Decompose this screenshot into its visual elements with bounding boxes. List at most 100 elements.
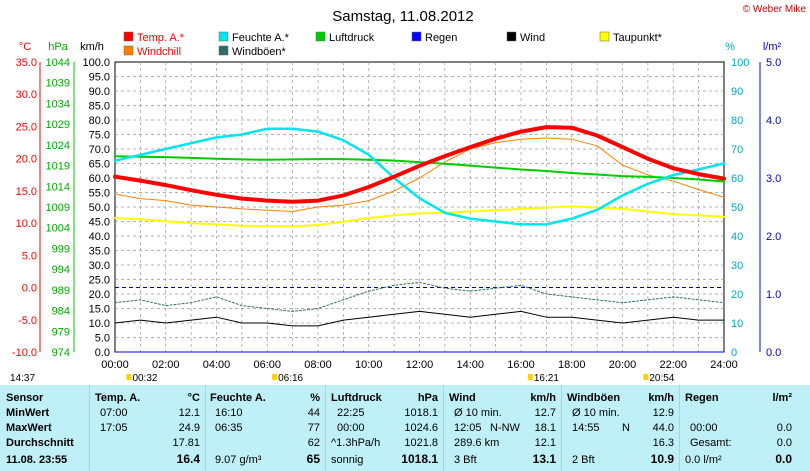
wind-tick-17: 15.0 <box>89 304 110 316</box>
gust-unit: km/h <box>648 392 674 404</box>
humidity-tick-7: 30 <box>731 260 743 272</box>
wind-unit: km/h <box>530 392 556 404</box>
humidity-tick-10: 0 <box>731 347 737 359</box>
humidity-avg: 62 <box>307 437 320 449</box>
temp-tick-0: 35.0 <box>16 57 37 69</box>
marker-flag-3 <box>527 374 533 380</box>
rain-tick-2: 3.0 <box>766 173 781 185</box>
legend: Temp. A.* Feuchte A.* Luftdruck Regen Wind Ta… <box>123 31 663 58</box>
wind-tick-7: 65.0 <box>89 159 110 171</box>
wind-max-direction: N-NW <box>490 422 520 434</box>
axis-unit-labels: °C hPa km/h% l/m² <box>19 41 782 53</box>
legend-swatch-7 <box>218 45 229 56</box>
rain-current: 0.0 <box>775 452 792 466</box>
temp-tick-4: 15.0 <box>16 186 37 198</box>
humidity-tick-6: 40 <box>731 231 743 243</box>
legend-label-1: Feuchte A.* <box>232 32 290 44</box>
pressure-max: 1024.6 <box>404 422 438 434</box>
temp-tick-6: 5.0 <box>22 250 37 262</box>
temp-tick-7: 0.0 <box>22 283 37 295</box>
legend-swatch-2 <box>315 31 326 42</box>
humidity-max: 77 <box>307 422 320 434</box>
temp-tick-5: 10.0 <box>16 218 37 230</box>
credit-text: © Weber Mike <box>743 4 807 15</box>
pressure-max-time: 00:00 <box>337 422 365 434</box>
series-windben <box>114 281 725 312</box>
sensor-header: Sensor <box>6 392 44 404</box>
humidity-tick-3: 70 <box>731 144 743 156</box>
humidity-tick-5: 50 <box>731 202 743 214</box>
pressure-tick-10: 994 <box>52 264 70 276</box>
wind-tick-12: 40.0 <box>89 231 110 243</box>
pressure-unit: hPa <box>417 392 438 404</box>
pressure-tick-5: 1019 <box>46 161 70 173</box>
temp-tick-2: 25.0 <box>16 121 37 133</box>
wind-tick-5: 75.0 <box>89 130 110 142</box>
wind-max-time: 12:05 <box>454 422 482 434</box>
series-luftdruck <box>114 155 725 183</box>
wind-tick-2: 90.0 <box>89 86 110 98</box>
pressure-tick-1: 1039 <box>46 78 70 90</box>
legend-swatch-3 <box>411 31 422 42</box>
legend-label-5: Taupunkt* <box>613 32 663 44</box>
wind-max: 18.1 <box>534 422 556 434</box>
wind-tick-9: 55.0 <box>89 188 110 200</box>
marker-label-4: 20:54 <box>649 373 674 384</box>
pressure-tick-13: 979 <box>52 326 70 338</box>
marker-flag-4 <box>643 374 649 380</box>
pressure-tick-7: 1009 <box>46 202 70 214</box>
rain-header: Regen <box>685 392 719 404</box>
rain-unit: l/m² <box>772 392 792 404</box>
gust-current: 10.9 <box>650 452 674 466</box>
humidity-max-time: 06:35 <box>215 422 243 434</box>
wind-tick-6: 70.0 <box>89 144 110 156</box>
x-tick-9: 18:00 <box>558 359 586 371</box>
humidity-axis-label: % <box>725 41 735 53</box>
gust-avg10-label: Ø 10 min. <box>572 407 620 419</box>
temp-axis-label: °C <box>19 41 31 53</box>
legend-swatch-6 <box>123 45 134 56</box>
pressure-tick-4: 1024 <box>46 140 70 152</box>
humidity-tick-9: 10 <box>731 318 743 330</box>
current-timestamp: 11.08. 23:55 <box>6 454 68 466</box>
rain-axis-label: l/m² <box>763 41 782 53</box>
humidity-tick-2: 80 <box>731 115 743 127</box>
humidity-current: 65 <box>306 452 320 466</box>
data-series <box>113 125 726 353</box>
x-tick-11: 22:00 <box>659 359 687 371</box>
x-tick-1: 02:00 <box>152 359 180 371</box>
marker-label-3: 16:21 <box>534 373 559 384</box>
marker-flag-1 <box>126 374 132 380</box>
time-markers: 14:37 00:32 06:16 16:21 20:54 <box>10 373 675 384</box>
wind-tick-14: 30.0 <box>89 260 110 272</box>
legend-label-7: Windböen* <box>232 46 287 58</box>
temp-tick-9: -10.0 <box>12 347 37 359</box>
temp-unit: °C <box>187 392 200 404</box>
rain-total: 0.0 <box>776 437 792 449</box>
wind-beaufort: 3 Bft <box>454 454 477 466</box>
humidity-tick-8: 20 <box>731 289 743 301</box>
temp-min: 12.1 <box>178 407 200 419</box>
x-tick-2: 04:00 <box>203 359 231 371</box>
rain-time: 00:00 <box>690 422 718 434</box>
legend-swatch-1 <box>218 31 229 42</box>
wind-tick-16: 20.0 <box>89 289 110 301</box>
legend-label-3: Regen <box>425 32 457 44</box>
wind-tick-0: 100.0 <box>82 57 110 69</box>
rain-tick-0: 5.0 <box>766 57 781 69</box>
x-tick-10: 20:00 <box>609 359 637 371</box>
legend-swatch-0 <box>123 31 134 42</box>
stats-panel: Sensor MinWert MaxWert Durchschnitt 11.0… <box>0 385 810 471</box>
humidity-tick-4: 60 <box>731 173 743 185</box>
gust-beaufort: 2 Bft <box>572 454 595 466</box>
grid-lines <box>115 62 724 352</box>
legend-label-2: Luftdruck <box>329 32 375 44</box>
pressure-min-time: 22:25 <box>337 407 365 419</box>
x-tick-8: 16:00 <box>507 359 535 371</box>
x-tick-4: 08:00 <box>304 359 332 371</box>
temp-max-time: 17:05 <box>100 422 128 434</box>
wind-tick-4: 80.0 <box>89 115 110 127</box>
pressure-axis-label: hPa <box>48 41 68 53</box>
x-tick-12: 24:00 <box>710 359 738 371</box>
pressure-tick-6: 1014 <box>46 181 70 193</box>
